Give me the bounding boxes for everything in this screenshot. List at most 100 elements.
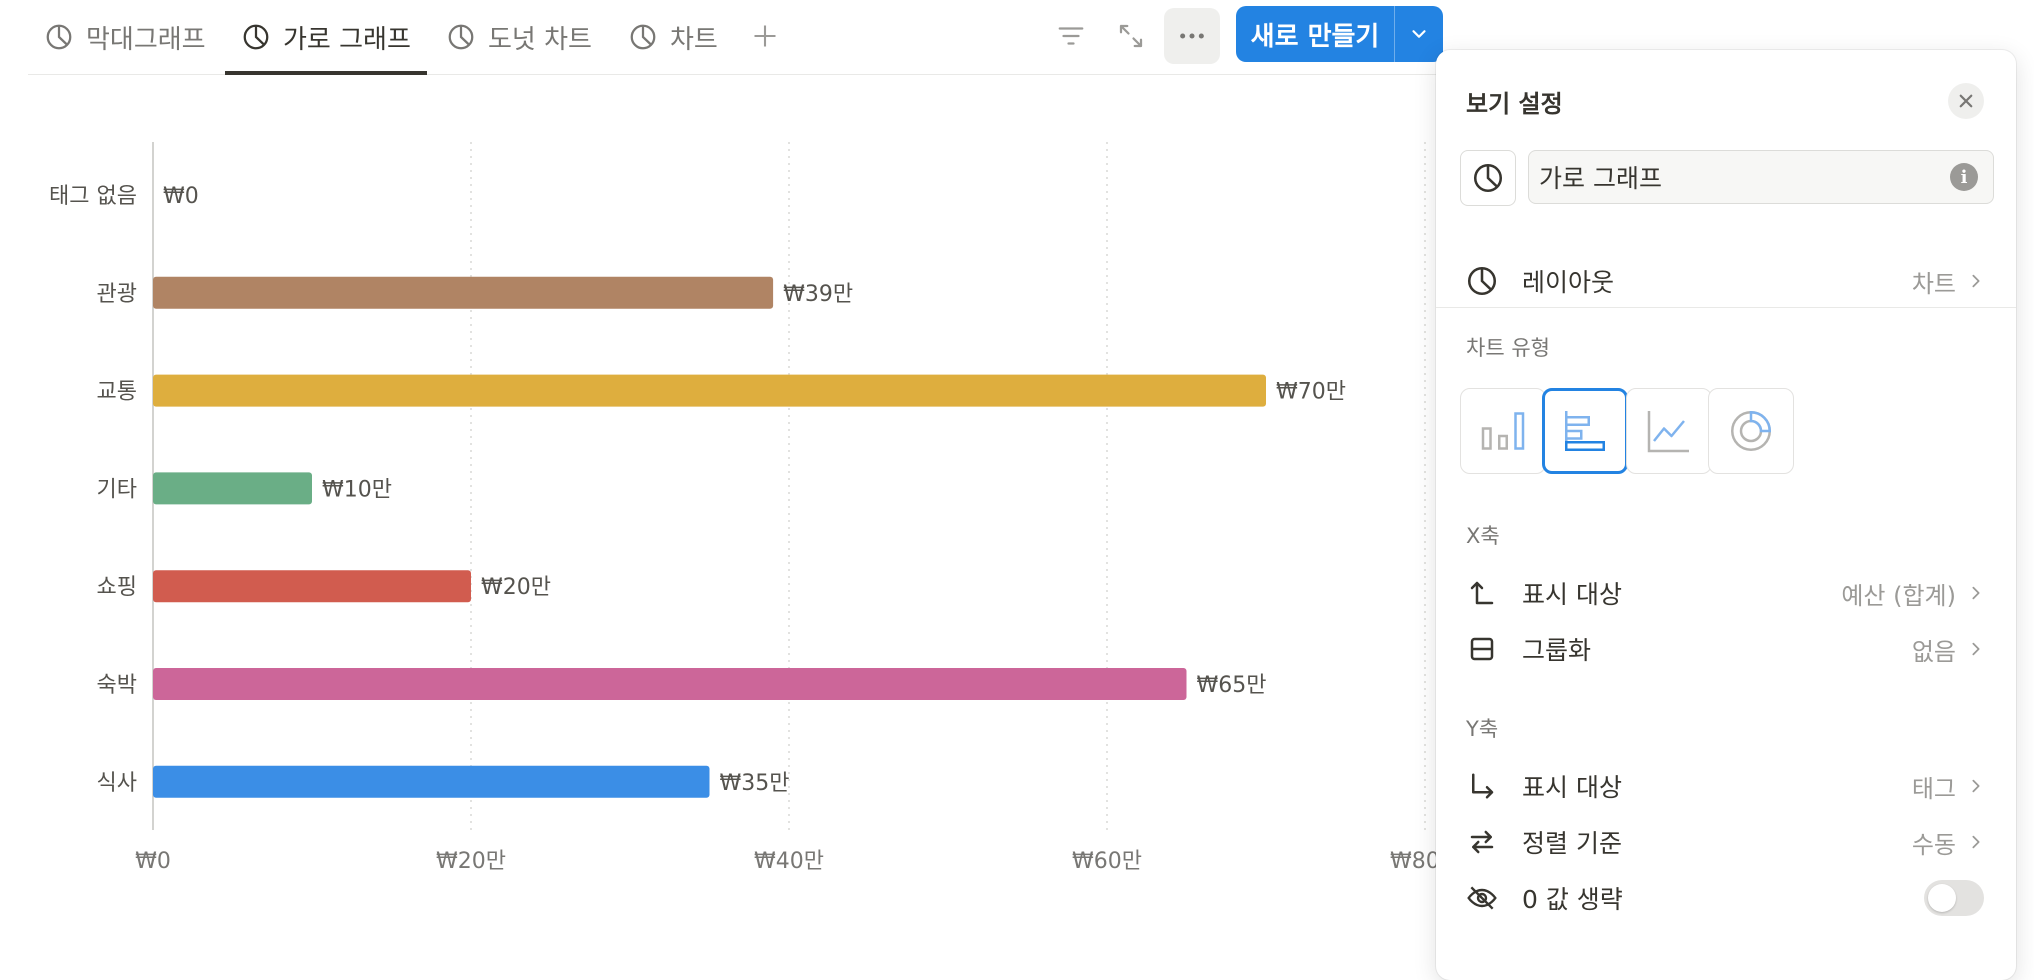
x-tick-label: ₩60만 (1072, 849, 1142, 874)
category-label: 쇼핑 (97, 575, 137, 600)
y-axis-show-row[interactable]: 표시 대상 태그 (1456, 760, 1996, 812)
view-settings-panel: 보기 설정 i 레이아웃 차트 차트 유형 (1436, 50, 2016, 980)
tab-chart[interactable]: 차트 (628, 0, 718, 74)
y-show-value: 태그 (1911, 774, 1956, 803)
bar-value-label: ₩10만 (322, 477, 392, 502)
expand-icon (1119, 24, 1143, 48)
chevron-down-icon (1412, 30, 1426, 38)
bar-value-label: ₩39만 (783, 282, 853, 307)
bar (153, 472, 312, 505)
bar-value-label: ₩65만 (1197, 673, 1267, 698)
panel-title: 보기 설정 (1466, 90, 1563, 118)
donut-chart-icon (1731, 410, 1772, 451)
filter-button[interactable] (1043, 8, 1099, 64)
x-group-value: 없음 (1911, 637, 1956, 666)
more-options-button[interactable] (1164, 8, 1220, 64)
omit-zero-toggle[interactable] (1924, 880, 1984, 916)
chevron-right-icon (1972, 835, 1980, 849)
chart-view-icon (1467, 266, 1497, 296)
y-axis-sort-row[interactable]: 정렬 기준 수동 (1456, 816, 1996, 868)
omit-zero-row: 0 값 생략 (1456, 872, 1996, 924)
bar (153, 374, 1266, 407)
chart-view-icon (1473, 163, 1503, 193)
tab-label: 차트 (670, 24, 718, 55)
new-button[interactable]: 새로 만들기 (1250, 21, 1380, 52)
chevron-right-icon (1972, 642, 1980, 656)
category-label: 태그 없음 (49, 184, 137, 209)
add-view-button[interactable] (743, 14, 787, 58)
view-name-input[interactable] (1528, 150, 1994, 204)
horizontal-bar-icon (1565, 411, 1605, 451)
chart-view-icon (46, 24, 72, 50)
x-tick-label: ₩20만 (436, 849, 506, 874)
expand-button[interactable] (1103, 8, 1159, 64)
y-sort-value: 수동 (1911, 830, 1956, 859)
sort-arrows-icon (1470, 830, 1494, 854)
x-axis-group-row[interactable]: 그룹화 없음 (1456, 623, 1996, 675)
line-chart-icon (1647, 411, 1689, 453)
view-icon-picker[interactable] (1460, 150, 1516, 206)
x-tick-label: ₩80만 (1390, 849, 1436, 874)
x-show-label: 표시 대상 (1522, 580, 1622, 609)
chart-type-horizontal-bar[interactable] (1542, 388, 1628, 474)
tab-label: 막대그래프 (86, 24, 206, 55)
arrow-right-axis-icon (1472, 773, 1494, 799)
close-icon (1959, 94, 1973, 108)
layout-label: 레이아웃 (1522, 268, 1615, 297)
bar-value-label: ₩35만 (720, 771, 790, 796)
chevron-right-icon (1972, 274, 1980, 288)
chart-view-icon (448, 24, 474, 50)
plus-icon (754, 25, 776, 47)
layout-row[interactable]: 레이아웃 차트 (1456, 255, 1996, 307)
bar-value-label: ₩70만 (1276, 380, 1346, 405)
vertical-bar-icon (1481, 412, 1525, 450)
y-sort-label: 정렬 기준 (1522, 829, 1622, 858)
chart-view-icon (630, 24, 656, 50)
view-tab-bar: 막대그래프 가로 그래프 도넛 차트 차트 (28, 0, 1438, 75)
x-show-value: 예산 (합계) (1841, 581, 1956, 610)
tab-label: 가로 그래프 (283, 24, 411, 55)
more-icon (1180, 33, 1204, 39)
bar (153, 276, 774, 309)
new-button-group: 새로 만들기 (1236, 6, 1443, 62)
filter-icon (1058, 27, 1084, 45)
tab-donut-chart[interactable]: 도넛 차트 (446, 0, 592, 74)
x-axis-show-row[interactable]: 표시 대상 예산 (합계) (1456, 567, 1996, 619)
info-icon[interactable]: i (1950, 163, 1978, 191)
chart-type-line[interactable] (1626, 388, 1712, 474)
new-dropdown-button[interactable] (1395, 6, 1443, 62)
new-button-divider (1394, 6, 1395, 62)
divider (1436, 307, 2016, 308)
x-tick-label: ₩0 (135, 849, 171, 874)
category-label: 교통 (97, 380, 137, 405)
eye-off-icon (1467, 886, 1497, 910)
layout-value: 차트 (1911, 269, 1956, 298)
chart-view-icon (243, 24, 269, 50)
chart-type-vertical-bar[interactable] (1460, 388, 1546, 474)
category-label: 관광 (97, 282, 137, 307)
y-axis-section: Y축 (1466, 717, 1499, 741)
omit-zero-label: 0 값 생략 (1522, 885, 1623, 914)
category-label: 기타 (97, 477, 137, 502)
tab-label: 도넛 차트 (488, 24, 592, 55)
bar-value-label: ₩0 (163, 184, 199, 209)
bar (153, 668, 1187, 700)
bar (153, 570, 471, 603)
group-icon (1470, 637, 1494, 661)
bar-value-label: ₩20만 (481, 575, 551, 600)
y-show-label: 표시 대상 (1522, 773, 1622, 802)
tab-bar-chart[interactable]: 막대그래프 (44, 0, 206, 74)
chart-type-section: 차트 유형 (1466, 336, 1550, 360)
x-tick-label: ₩40만 (754, 849, 824, 874)
chevron-right-icon (1972, 779, 1980, 793)
x-group-label: 그룹화 (1522, 636, 1592, 665)
close-button[interactable] (1948, 83, 1984, 119)
chart-type-donut[interactable] (1708, 388, 1794, 474)
category-label: 숙박 (97, 673, 137, 698)
tab-horizontal-chart[interactable]: 가로 그래프 (225, 0, 427, 75)
x-axis-section: X축 (1466, 524, 1500, 548)
arrow-up-axis-icon (1470, 581, 1494, 605)
chevron-right-icon (1972, 586, 1980, 600)
category-label: 식사 (97, 771, 137, 796)
